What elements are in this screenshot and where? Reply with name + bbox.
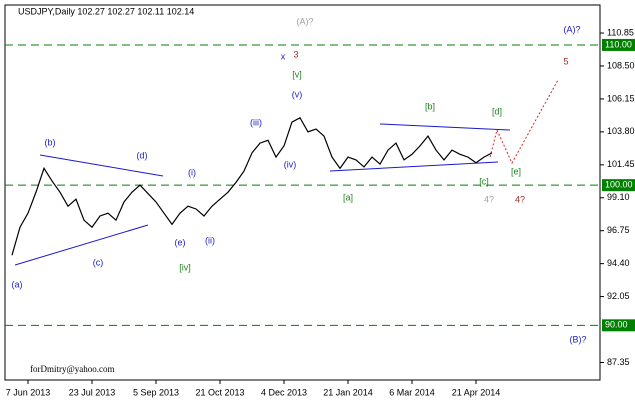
wave-label: (iv) (284, 159, 297, 169)
x-tick-label: 21 Jan 2014 (323, 387, 373, 397)
wave-label: (A)? (296, 16, 313, 26)
level-label-box (602, 319, 635, 332)
x-tick-label: 21 Oct 2013 (195, 387, 244, 397)
wave-label: [d] (492, 106, 502, 116)
x-tick-label: 6 Mar 2014 (389, 387, 435, 397)
price-line (11, 117, 493, 256)
y-tick-label: 96.75 (607, 225, 630, 235)
wave-label: [b] (425, 101, 435, 111)
trendline (14, 224, 149, 266)
trendline (379, 123, 511, 131)
wave-label: (e) (175, 237, 186, 247)
chart-title: USDJPY,Daily 102.27 102.27 102.11 102.14 (18, 6, 194, 16)
level-label-box (602, 179, 635, 192)
trendline (329, 161, 499, 172)
wave-label: (ii) (205, 235, 215, 245)
x-tick-label: 21 Apr 2014 (452, 387, 501, 397)
wave-label: 3 (293, 49, 298, 59)
level-label: 100.00 (605, 180, 633, 190)
y-tick-label: 99.10 (607, 192, 630, 202)
wave-label: (c) (93, 257, 104, 267)
wave-label: [c] (479, 176, 489, 186)
wave-label: (a) (12, 279, 23, 289)
wave-label: 5 (563, 56, 568, 66)
wave-label: (i) (188, 167, 196, 177)
wave-label: (d) (137, 150, 148, 160)
wave-label: [e] (511, 166, 521, 176)
wave-label: [v] (292, 69, 302, 79)
y-tick-label: 87.35 (607, 357, 630, 367)
wave-label: 4? (515, 194, 525, 204)
y-tick-label: 110.85 (607, 27, 634, 37)
wave-label: (A)? (563, 24, 580, 34)
level-label: 90.00 (605, 320, 628, 330)
y-tick-label: 94.40 (607, 258, 630, 268)
wave-label: (B)? (569, 334, 586, 344)
y-tick-label: 92.05 (607, 291, 630, 301)
wave-label: [a] (343, 192, 353, 202)
wave-label: (b) (45, 137, 56, 147)
y-tick-label: 101.45 (607, 159, 635, 169)
plot-frame (4, 4, 601, 381)
y-tick-label: 106.15 (607, 93, 635, 103)
wave-label: 4? (484, 194, 494, 204)
level-label: 110.00 (605, 39, 632, 49)
wave-label: (iii) (250, 117, 262, 127)
level-label-box (602, 38, 635, 51)
y-tick-label: 108.50 (607, 60, 635, 70)
wave-label: x (281, 51, 286, 61)
x-tick-label: 5 Sep 2013 (133, 387, 179, 397)
x-tick-label: 4 Dec 2013 (261, 387, 307, 397)
x-tick-label: 7 Jun 2013 (6, 387, 51, 397)
y-tick-label: 103.80 (607, 126, 635, 136)
forecast-path (489, 79, 559, 165)
trendline (39, 154, 164, 177)
wave-label: (v) (292, 89, 303, 99)
wave-label: [iv] (179, 262, 191, 272)
x-tick-label: 23 Jul 2013 (69, 387, 116, 397)
watermark: forDmitry@yahoo.com (30, 364, 115, 374)
